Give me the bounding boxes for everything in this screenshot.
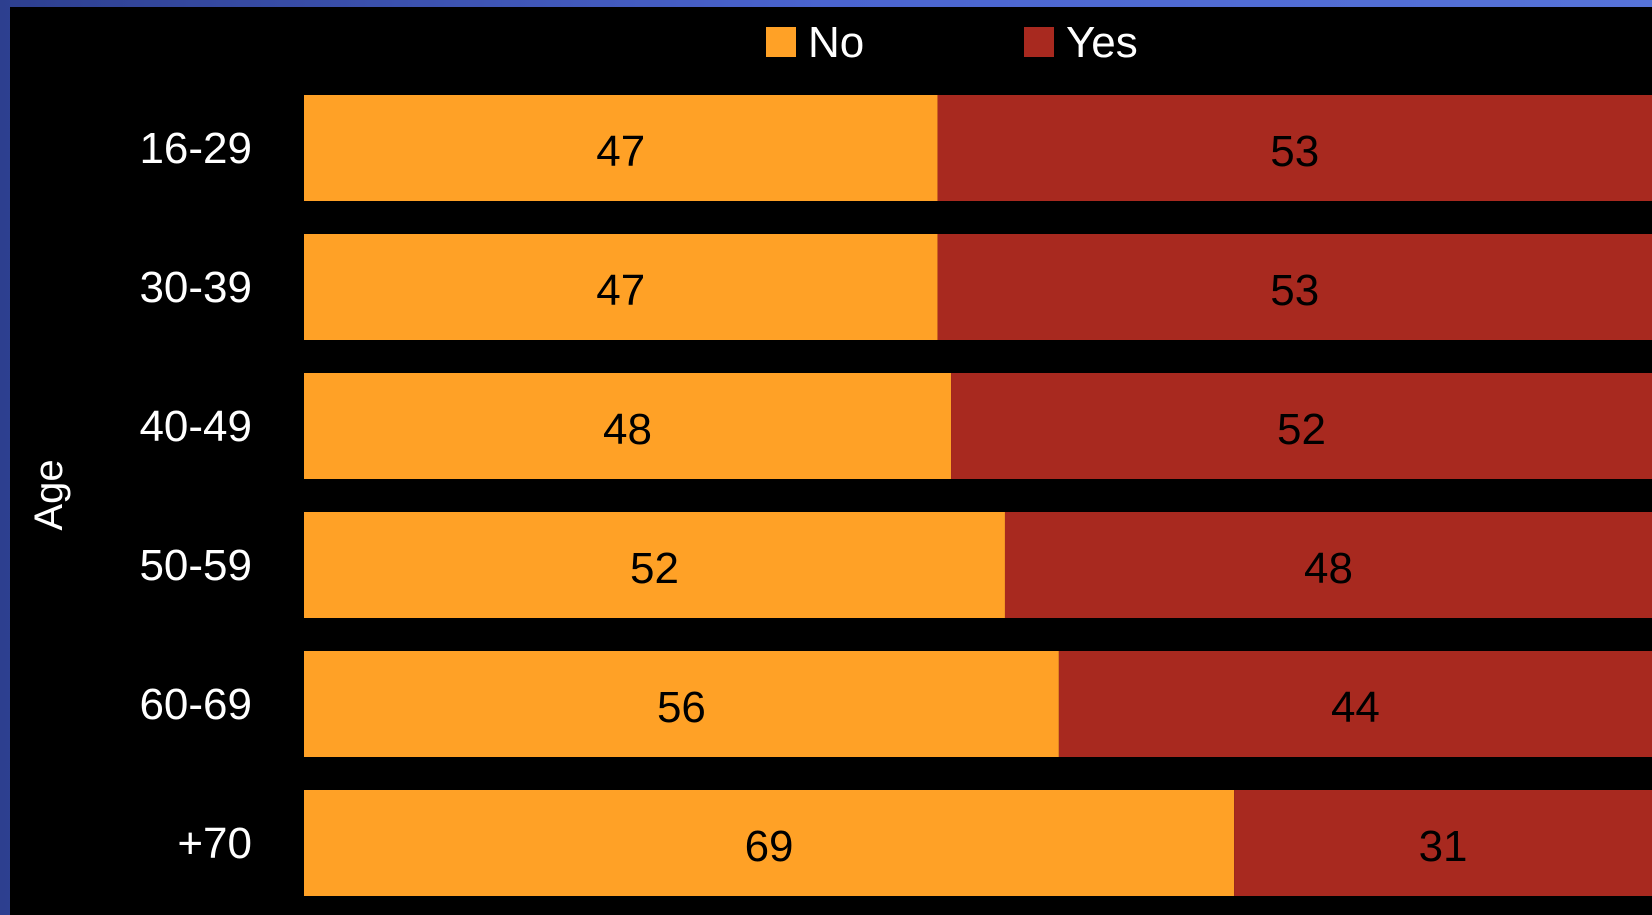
legend: No Yes [766,18,1138,67]
bar-no [304,95,938,201]
data-label-no: 47 [596,127,645,176]
bar-no [304,373,952,479]
data-label-no: 69 [745,822,794,871]
data-label-yes: 31 [1419,822,1468,871]
legend-label-no: No [808,18,864,67]
category-label: 60-69 [139,680,252,729]
data-label-yes: 44 [1331,683,1380,732]
category-label: 30-39 [139,263,252,312]
bar-no [304,512,1005,618]
y-axis-title-group: Age [27,459,71,530]
category-label: +70 [177,819,252,868]
y-axis-title: Age [27,459,71,530]
data-label-no: 47 [596,266,645,315]
bar-no [304,651,1059,757]
bar-yes [937,95,1652,201]
bar-yes [1004,512,1652,618]
category-label: 16-29 [139,124,252,173]
legend-label-yes: Yes [1066,18,1138,67]
category-labels: 16-29 30-39 40-49 50-59 60-69 +70 [139,124,252,868]
data-label-no: 56 [657,683,706,732]
data-label-yes: 53 [1270,266,1319,315]
legend-swatch-yes [1024,27,1054,57]
legend-swatch-no [766,27,796,57]
data-label-no: 48 [603,405,652,454]
data-labels: 47 53 47 53 48 52 52 48 56 44 69 31 [596,127,1467,871]
data-label-yes: 48 [1304,544,1353,593]
bar-no [304,234,938,340]
data-label-no: 52 [630,544,679,593]
bar-yes [1058,651,1652,757]
category-label: 50-59 [139,541,252,590]
data-label-yes: 53 [1270,127,1319,176]
category-label: 40-49 [139,402,252,451]
data-label-yes: 52 [1277,405,1326,454]
stacked-bar-chart: No Yes Age 16-29 30-39 40-49 50-59 60-69 +70 4… [27,18,1652,896]
bar-yes [951,373,1652,479]
bar-yes [937,234,1652,340]
chart-canvas: No Yes Age 16-29 30-39 40-49 50-59 60-69 +70 4… [10,7,1652,915]
bar-no [304,790,1235,896]
bar-yes [1234,790,1652,896]
bars [304,95,1652,896]
